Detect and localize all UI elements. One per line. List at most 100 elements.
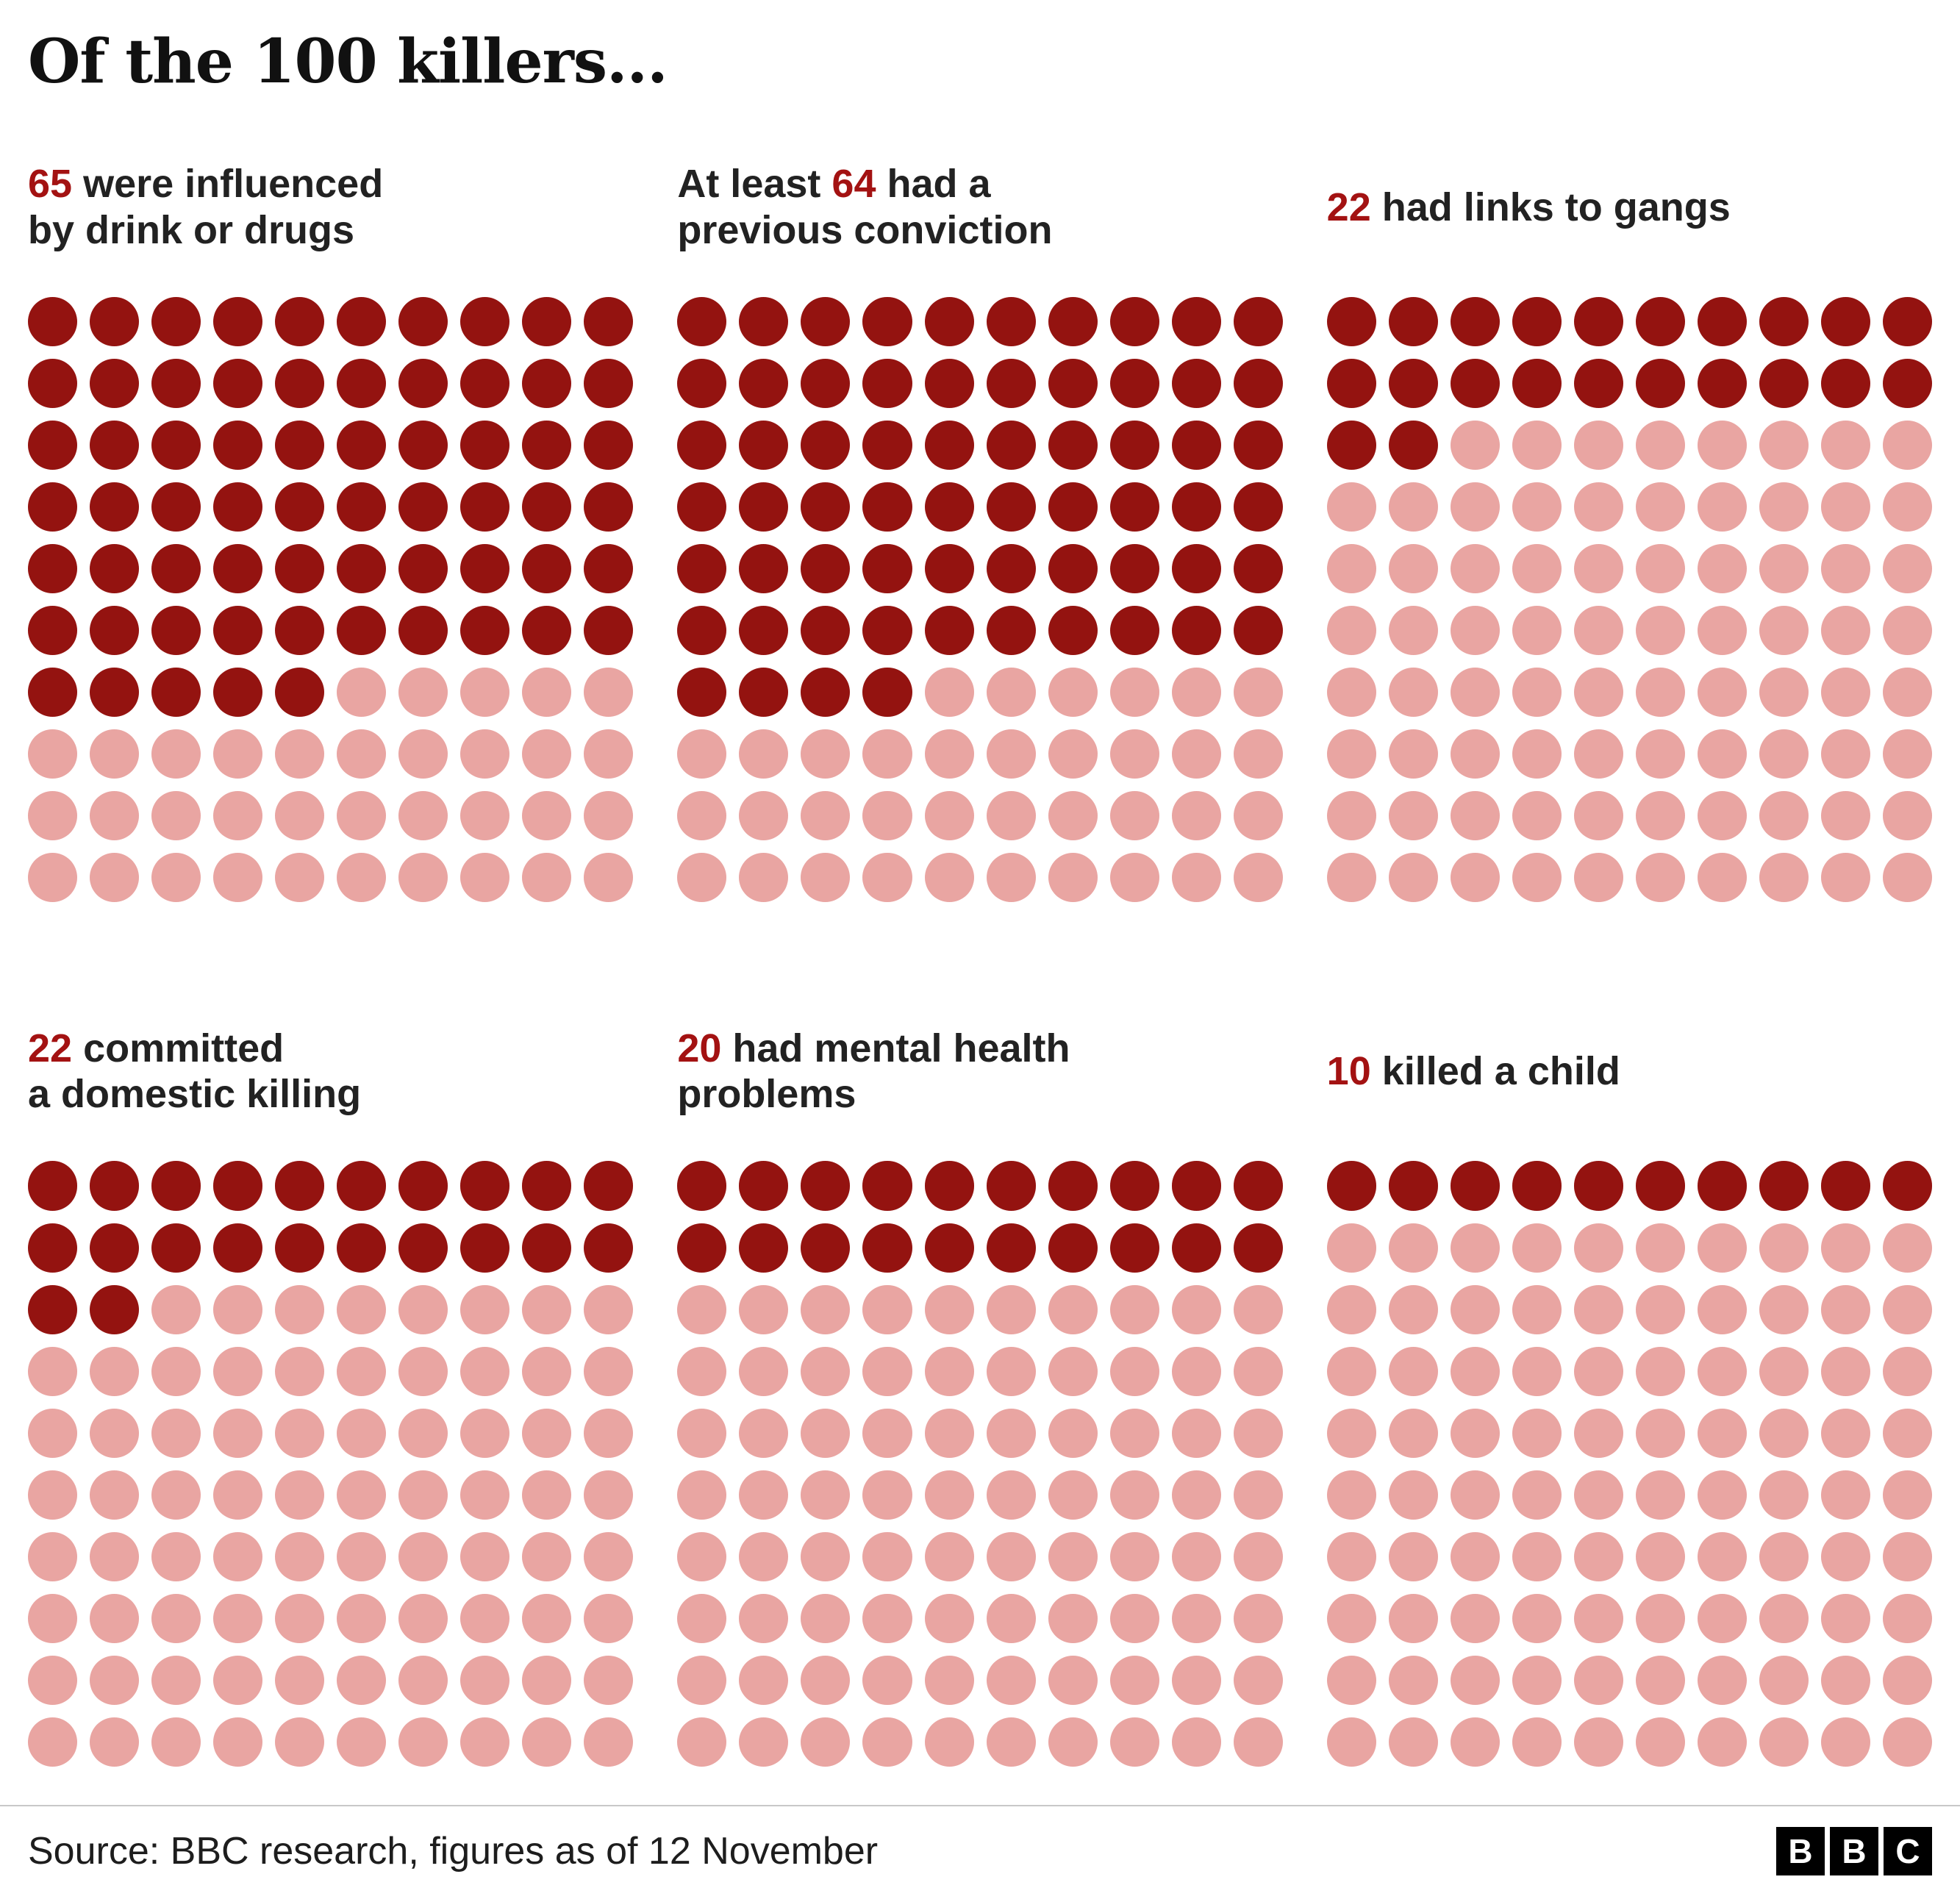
waffle-dot xyxy=(1512,482,1562,532)
waffle-dot xyxy=(1883,729,1933,779)
waffle-dot xyxy=(1697,359,1747,409)
waffle-dot xyxy=(801,1284,851,1334)
waffle-dot xyxy=(337,1161,387,1211)
waffle-dot xyxy=(862,1655,912,1705)
waffle-dot xyxy=(1388,1346,1438,1396)
waffle-dot xyxy=(1450,1593,1500,1643)
waffle-dot xyxy=(677,791,727,841)
waffle-dot xyxy=(584,1593,634,1643)
waffle-dot xyxy=(924,1717,974,1767)
waffle-dot xyxy=(1573,1470,1623,1520)
waffle-dot xyxy=(1573,1655,1623,1705)
waffle-dot xyxy=(801,1470,851,1520)
waffle-dot xyxy=(1697,1470,1747,1520)
highlight-number: 22 xyxy=(1326,185,1371,229)
waffle-dot xyxy=(1697,1284,1747,1334)
waffle-dot xyxy=(337,1655,387,1705)
waffle-dot xyxy=(1759,1593,1809,1643)
panel-heading: 22 committed a domestic killing xyxy=(28,1012,633,1130)
waffle-dot xyxy=(213,1223,263,1273)
waffle-dot xyxy=(924,482,974,532)
waffle-dot xyxy=(398,421,448,471)
waffle-dot xyxy=(584,297,634,347)
waffle-dot xyxy=(924,1655,974,1705)
waffle-dot xyxy=(522,1284,572,1334)
waffle-dot xyxy=(460,1470,510,1520)
waffle-dot xyxy=(90,668,140,718)
waffle-dot xyxy=(213,1408,263,1458)
waffle-dot xyxy=(1635,1655,1685,1705)
waffle-dot xyxy=(584,1346,634,1396)
waffle-dot xyxy=(584,1284,634,1334)
waffle-dot xyxy=(460,359,510,409)
waffle-dot xyxy=(1759,1161,1809,1211)
waffle-dot xyxy=(1171,1408,1221,1458)
waffle-dot xyxy=(1048,668,1098,718)
waffle-dot xyxy=(986,1593,1036,1643)
waffle-dot xyxy=(1233,1593,1283,1643)
waffle-dot xyxy=(1512,668,1562,718)
highlight-number: 20 xyxy=(677,1026,722,1070)
waffle-dot xyxy=(398,606,448,656)
waffle-dot xyxy=(1883,1408,1933,1458)
waffle-dot xyxy=(1388,791,1438,841)
waffle-dot xyxy=(584,668,634,718)
waffle-dot xyxy=(522,791,572,841)
waffle-dot xyxy=(1697,1161,1747,1211)
waffle-dot xyxy=(398,1408,448,1458)
waffle-dot xyxy=(1883,791,1933,841)
waffle-dot xyxy=(213,606,263,656)
waffle-dot xyxy=(1048,1717,1098,1767)
waffle-dot xyxy=(460,1531,510,1581)
waffle-dot xyxy=(1512,1284,1562,1334)
waffle-dot xyxy=(28,482,78,532)
waffle-dot xyxy=(1048,853,1098,903)
waffle-dot xyxy=(1821,853,1871,903)
waffle-dot xyxy=(1450,853,1500,903)
waffle-dot xyxy=(1171,1346,1221,1396)
waffle-dot xyxy=(1573,606,1623,656)
bbc-logo-block: B xyxy=(1776,1827,1825,1875)
waffle-dot xyxy=(1388,1717,1438,1767)
waffle-dot xyxy=(1697,1655,1747,1705)
highlight-number: 65 xyxy=(28,162,73,207)
waffle-dot xyxy=(151,853,201,903)
waffle-dot xyxy=(1697,729,1747,779)
footer: Source: BBC research, figures as of 12 N… xyxy=(0,1805,1960,1899)
waffle-dot xyxy=(1326,791,1376,841)
waffle-dot xyxy=(337,1408,387,1458)
waffle-dot xyxy=(1233,606,1283,656)
waffle-dot xyxy=(28,421,78,471)
waffle-dot xyxy=(1573,482,1623,532)
waffle-dot xyxy=(213,421,263,471)
panel-heading-line: previous conviction xyxy=(677,207,1282,254)
waffle-dot xyxy=(1759,1223,1809,1273)
heading-text: killed a child xyxy=(1370,1049,1620,1094)
waffle-dot xyxy=(1048,1408,1098,1458)
waffle-dot xyxy=(1326,1346,1376,1396)
waffle-dot xyxy=(986,729,1036,779)
waffle-dot xyxy=(90,606,140,656)
waffle-dot xyxy=(398,791,448,841)
panel-heading-line: 20 had mental health xyxy=(677,1026,1282,1072)
waffle-dot xyxy=(1573,1223,1623,1273)
waffle-dot xyxy=(1109,1655,1159,1705)
waffle-dot xyxy=(1573,729,1623,779)
waffle-dot xyxy=(1697,791,1747,841)
waffle-dot xyxy=(1635,1284,1685,1334)
waffle-dot xyxy=(862,1284,912,1334)
waffle-dot xyxy=(1512,1531,1562,1581)
waffle-dot xyxy=(1048,421,1098,471)
waffle-dot xyxy=(677,421,727,471)
waffle-panel: 65 were influenced by drink or drugs xyxy=(28,149,634,903)
waffle-dot xyxy=(275,1223,325,1273)
waffle-dot xyxy=(1048,606,1098,656)
waffle-dot xyxy=(1512,1717,1562,1767)
waffle-dot xyxy=(1048,297,1098,347)
waffle-dot xyxy=(1635,606,1685,656)
waffle-dot xyxy=(1326,421,1376,471)
waffle-dot xyxy=(1697,668,1747,718)
waffle-dot xyxy=(337,1346,387,1396)
waffle-dot xyxy=(1759,1655,1809,1705)
highlight-number: 64 xyxy=(831,162,876,207)
